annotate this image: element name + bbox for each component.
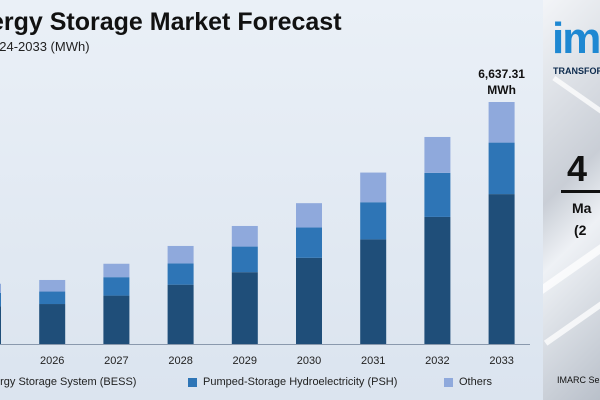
stacked-bar-chart: 2026 2027 2028 2029 2030 2031 2032 2033 6,637.31… (0, 67, 530, 367)
legend-item-bess: ergy Storage System (BESS) (0, 376, 136, 388)
bar-segment-bess (0, 306, 1, 344)
bar-segment-others (167, 245, 194, 264)
bar-segment-bess (296, 257, 322, 344)
bar-segment-bess (103, 295, 130, 344)
bar-segment-others (231, 225, 258, 247)
chart-title: ergy Storage Market Forecast (0, 8, 342, 36)
bar-segment-others (488, 102, 515, 143)
imarc-logo: im (552, 14, 600, 63)
bar-segment-psh (360, 202, 387, 240)
stat-label-line1: Ma (572, 200, 592, 216)
x-tick-label: 2027 (104, 355, 128, 367)
bar-segment-bess (39, 304, 66, 344)
legend-swatch-others (444, 377, 453, 387)
chart-legend: ergy Storage System (BESS) Pumped-Storag… (0, 376, 543, 392)
bar-segment-psh (296, 227, 322, 258)
bar-segment-psh (488, 142, 515, 195)
bar-segment-psh (424, 172, 451, 217)
chart-panel: ergy Storage Market Forecast 024-2033 (M… (0, 0, 543, 400)
legend-swatch-psh (188, 377, 197, 387)
bar-segment-others (0, 283, 1, 293)
side-panel: im TRANSFORM 4 Ma (2 IMARC Serv (543, 0, 600, 400)
x-tick-label: 2032 (425, 355, 449, 367)
legend-label-bess: ergy Storage System (BESS) (0, 376, 137, 388)
x-tick-label: 2026 (40, 355, 64, 367)
chart-subtitle: 024-2033 (MWh) (0, 39, 90, 54)
x-tick-label: 2031 (361, 355, 385, 367)
bar-segment-psh (103, 277, 130, 296)
legend-item-psh: Pumped-Storage Hydroelectricity (PSH) (188, 376, 397, 388)
bar-segment-others (424, 136, 451, 173)
x-tick-label: 2029 (233, 355, 257, 367)
decorative-stripe (552, 76, 600, 149)
x-tick-label: 2030 (297, 355, 321, 367)
stat-value: 4 (567, 148, 588, 189)
legend-label-psh: Pumped-Storage Hydroelectricity (PSH) (203, 376, 398, 388)
footer-text: IMARC Serv (557, 375, 600, 385)
x-tick-label: 2033 (489, 355, 513, 367)
logo-tagline: TRANSFORM (553, 66, 600, 76)
bar-segment-bess (231, 272, 258, 344)
bar-segment-bess (167, 284, 194, 344)
annotation-unit: MWh (487, 83, 516, 97)
bar-segment-bess (488, 194, 515, 344)
bar-segment-psh (0, 292, 1, 307)
legend-item-others: Others (444, 376, 492, 388)
bar-segment-others (103, 263, 130, 278)
bar-segment-psh (167, 263, 194, 285)
bar-segment-psh (39, 291, 66, 305)
stat-label-line2: (2 (574, 222, 587, 238)
bar-segment-others (39, 279, 66, 292)
bar-segment-bess (424, 216, 451, 344)
stat-divider (561, 190, 600, 193)
bar-segment-bess (360, 239, 387, 344)
x-tick-label: 2028 (168, 355, 192, 367)
decorative-stripe (543, 210, 600, 298)
bar-segment-others (360, 172, 387, 203)
bar-segment-others (296, 203, 322, 228)
bar-segment-psh (231, 246, 258, 273)
annotation-value: 6,637.31 (478, 67, 525, 81)
legend-label-others: Others (459, 376, 493, 388)
